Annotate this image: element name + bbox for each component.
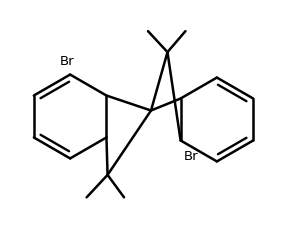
- Text: Br: Br: [60, 55, 75, 68]
- Text: Br: Br: [184, 150, 198, 163]
